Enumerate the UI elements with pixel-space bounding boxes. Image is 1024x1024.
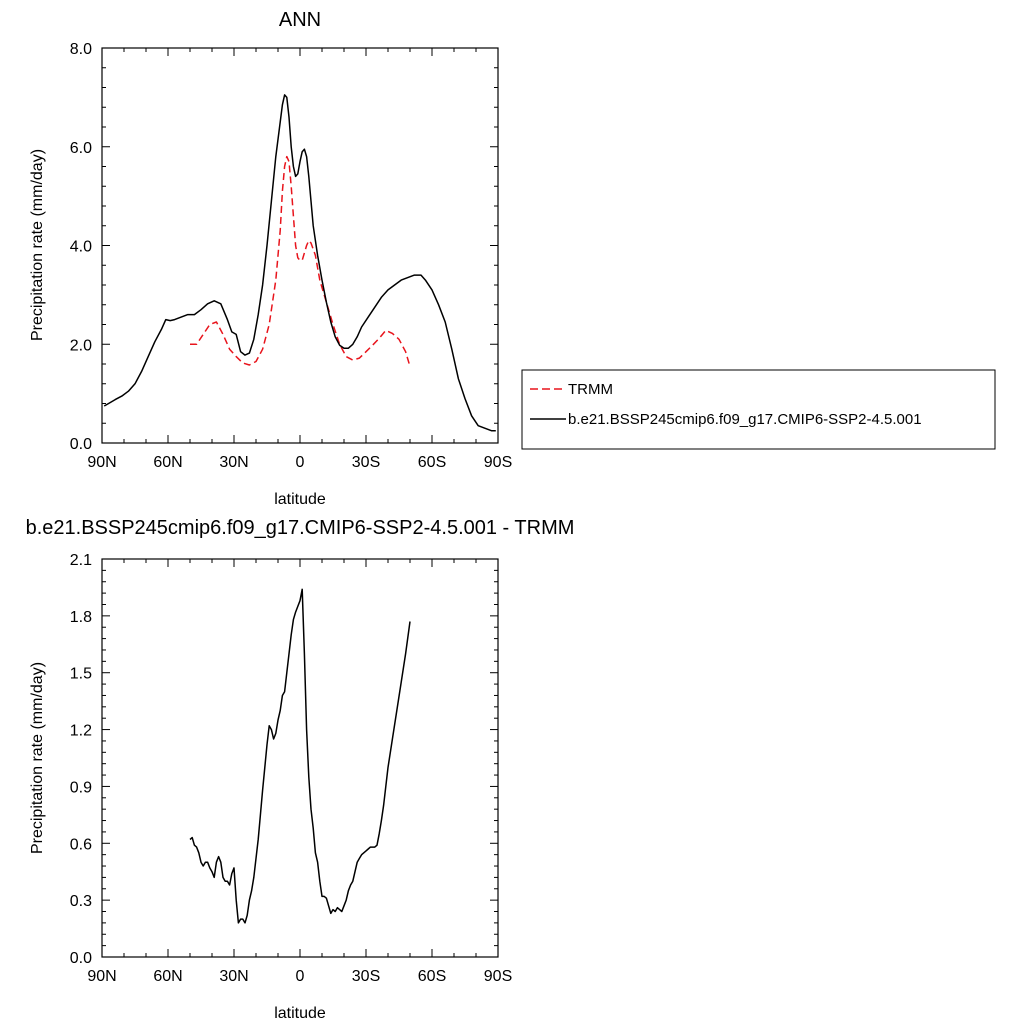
- bottom-x-tick-label: 0: [296, 968, 305, 985]
- bottom-x-tick-label: 30S: [352, 968, 380, 985]
- bottom-chart-title: b.e21.BSSP245cmip6.f09_g17.CMIP6-SSP2-4.…: [26, 517, 575, 539]
- bottom-x-axis-label: latitude: [274, 1005, 326, 1022]
- bottom-x-tick-label: 90S: [484, 968, 512, 985]
- top-panel: ANN 90N 60N 30N 0 30S 60S 90S 0.0 2.0 4.0 6.0 8.0 l…: [29, 9, 512, 508]
- top-series-line-model: [103, 94, 496, 432]
- top-chart-title: ANN: [279, 9, 321, 31]
- top-y-tick-label: 6.0: [70, 140, 92, 157]
- bottom-y-tick-label: 0.9: [70, 779, 92, 796]
- top-x-tick-label: 30S: [352, 454, 380, 471]
- top-y-axis-label: Precipitation rate (mm/day): [29, 149, 46, 341]
- bottom-y-axis-label: Precipitation rate (mm/day): [29, 662, 46, 854]
- top-plot-marks: 90N 60N 30N 0 30S 60S 90S 0.0 2.0 4.0 6.0 8.0: [70, 41, 512, 471]
- top-x-tick-label: 60S: [418, 454, 446, 471]
- top-series-line-trmm: [190, 155, 411, 367]
- top-x-tick-label: 30N: [219, 454, 248, 471]
- bottom-y-tick-label: 1.8: [70, 609, 92, 626]
- top-x-tick-label: 90S: [484, 454, 512, 471]
- top-x-tick-label: 0: [296, 454, 305, 471]
- bottom-y-tick-label: 1.2: [70, 723, 92, 740]
- bottom-x-tick-label: 60S: [418, 968, 446, 985]
- bottom-plot-marks: 90N 60N 30N 0 30S 60S 90S 0.0 0.3 0.6 0.9 1.2 1.5 1.8…: [70, 552, 512, 985]
- bottom-x-tick-label: 90N: [87, 968, 116, 985]
- bottom-y-tick-label: 0.0: [70, 950, 92, 967]
- legend-box: [521, 369, 996, 450]
- bottom-y-tick-label: 1.5: [70, 666, 92, 683]
- legend-trmm-label: TRMM: [568, 381, 613, 398]
- top-x-tick-label: 90N: [87, 454, 116, 471]
- top-y-tick-label: 8.0: [70, 41, 92, 58]
- bottom-x-tick-label: 60N: [153, 968, 182, 985]
- top-y-tick-label: 0.0: [70, 436, 92, 453]
- bottom-y-tick-label: 0.3: [70, 893, 92, 910]
- bottom-series-line-model: [189, 588, 411, 924]
- bottom-panel: b.e21.BSSP245cmip6.f09_g17.CMIP6-SSP2-4.…: [26, 517, 575, 1022]
- bottom-x-tick-label: 30N: [219, 968, 248, 985]
- legend: TRMM b.e21.BSSP245cmip6.f09_g17.CMIP6-SS…: [521, 369, 996, 450]
- top-x-tick-label: 60N: [153, 454, 182, 471]
- top-plot-frame: [101, 47, 499, 444]
- bottom-y-tick-label: 0.6: [70, 836, 92, 853]
- bottom-plot-frame: [101, 558, 499, 958]
- top-y-tick-label: 2.0: [70, 337, 92, 354]
- bottom-y-tick-label: 2.1: [70, 552, 92, 569]
- top-y-tick-label: 4.0: [70, 239, 92, 256]
- top-x-axis-label: latitude: [274, 491, 326, 508]
- legend-model-label: b.e21.BSSP245cmip6.f09_g17.CMIP6-SSP2-4.…: [568, 411, 922, 428]
